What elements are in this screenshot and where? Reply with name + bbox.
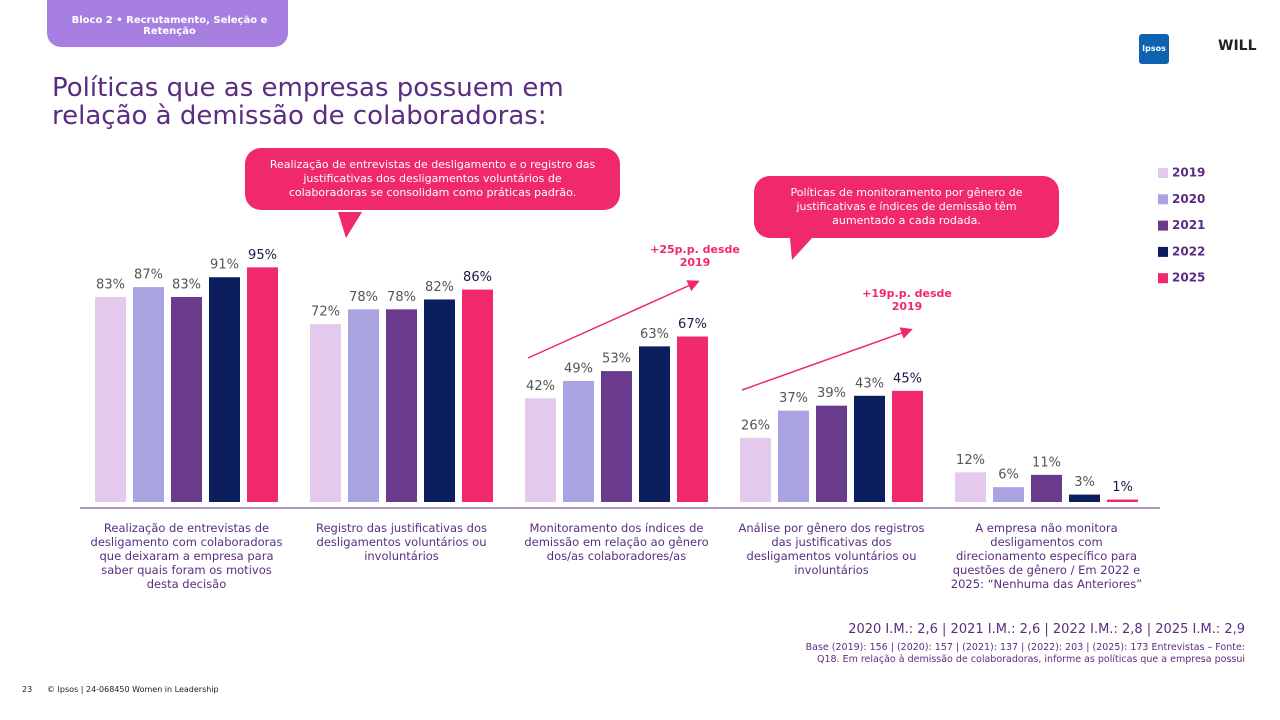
legend-swatch <box>1158 220 1168 231</box>
legend-label: 2021 <box>1172 218 1205 232</box>
data-label: 83% <box>96 277 125 292</box>
bar <box>816 405 847 502</box>
bar <box>1069 494 1100 502</box>
bar <box>1107 499 1138 502</box>
bar <box>310 324 341 502</box>
annotation: +25p.p. desde 2019 <box>650 243 740 269</box>
section-tag <box>47 0 288 47</box>
bar <box>639 346 670 502</box>
data-label: 1% <box>1112 480 1133 495</box>
data-label: 53% <box>602 352 631 367</box>
bar <box>424 299 455 502</box>
callout: Realização de entrevistas de desligament… <box>245 148 620 210</box>
chart-title: Políticas que as empresas possuem em rel… <box>52 73 564 131</box>
data-label: 39% <box>817 386 846 401</box>
x-tick-label: Análise por gênero dos registros das jus… <box>738 521 925 577</box>
data-label: 83% <box>172 277 201 292</box>
legend-label: 2022 <box>1172 244 1205 258</box>
callout-tail <box>790 238 812 260</box>
im-note: 2020 I.M.: 2,6 | 2021 I.M.: 2,6 | 2022 I… <box>848 622 1245 637</box>
data-label: 86% <box>463 270 492 285</box>
page-number: 23 <box>22 685 33 694</box>
bar <box>1031 474 1062 502</box>
data-label: 95% <box>248 248 277 263</box>
data-label: 3% <box>1074 475 1095 490</box>
legend-label: 2019 <box>1172 166 1205 180</box>
legend-swatch <box>1158 273 1168 284</box>
will-logo: WILL <box>1218 38 1257 54</box>
x-tick-label: A empresa não monitora desligamentos com… <box>950 521 1143 591</box>
bar <box>892 390 923 502</box>
legend-swatch <box>1158 246 1168 257</box>
bar <box>955 472 986 502</box>
data-label: 63% <box>640 327 669 342</box>
section-text: Bloco 2 • Recrutamento, Seleção e Retenç… <box>71 15 268 37</box>
bar <box>209 277 240 502</box>
x-tick-label: Monitoramento dos índices de demissão em… <box>524 521 709 563</box>
ipsos-logo <box>1139 34 1169 64</box>
bar <box>740 437 771 502</box>
bar <box>993 487 1024 502</box>
data-label: 6% <box>998 468 1019 483</box>
bar <box>95 296 126 502</box>
bar <box>525 398 556 502</box>
legend-swatch <box>1158 168 1168 178</box>
bar <box>854 395 885 502</box>
bar <box>677 336 708 502</box>
data-label: 78% <box>387 290 416 305</box>
data-label: 87% <box>134 268 163 283</box>
data-label: 45% <box>893 371 922 386</box>
data-label: 82% <box>425 280 454 295</box>
trend-arrow <box>527 280 700 359</box>
legend-label: 2020 <box>1172 192 1205 206</box>
data-label: 26% <box>741 418 770 433</box>
data-label: 11% <box>1032 455 1061 470</box>
bar <box>386 309 417 502</box>
data-label: 91% <box>210 258 239 273</box>
base-note: Base (2019): 156 | (2020): 157 | (2021):… <box>805 642 1245 665</box>
data-label: 72% <box>311 305 340 320</box>
legend-swatch <box>1158 194 1168 205</box>
data-label: 42% <box>526 379 555 394</box>
data-label: 37% <box>779 391 808 406</box>
callout-tail <box>338 212 362 238</box>
copyright: © Ipsos | 24-068450 Women in Leadership <box>47 685 219 694</box>
bar <box>247 267 278 502</box>
bar <box>348 309 379 502</box>
data-label: 78% <box>349 290 378 305</box>
data-label: 67% <box>678 317 707 332</box>
data-label: 49% <box>564 361 593 376</box>
bar <box>171 296 202 502</box>
bar <box>601 371 632 502</box>
bar <box>563 380 594 502</box>
legend-label: 2025 <box>1172 271 1205 285</box>
data-label: 43% <box>855 376 884 391</box>
ipsos-logo-text: Ipsos <box>1142 44 1166 53</box>
bar <box>462 289 493 502</box>
callout: Políticas de monitoramento por gênero de… <box>754 176 1059 238</box>
trend-arrow <box>741 327 913 391</box>
data-label: 12% <box>956 453 985 468</box>
bar <box>778 410 809 502</box>
bar <box>133 287 164 502</box>
x-tick-label: Registro das justificativas dos desligam… <box>315 521 488 563</box>
annotation: +19p.p. desde 2019 <box>862 287 952 313</box>
x-tick-label: Realização de entrevistas de desligament… <box>90 521 283 591</box>
